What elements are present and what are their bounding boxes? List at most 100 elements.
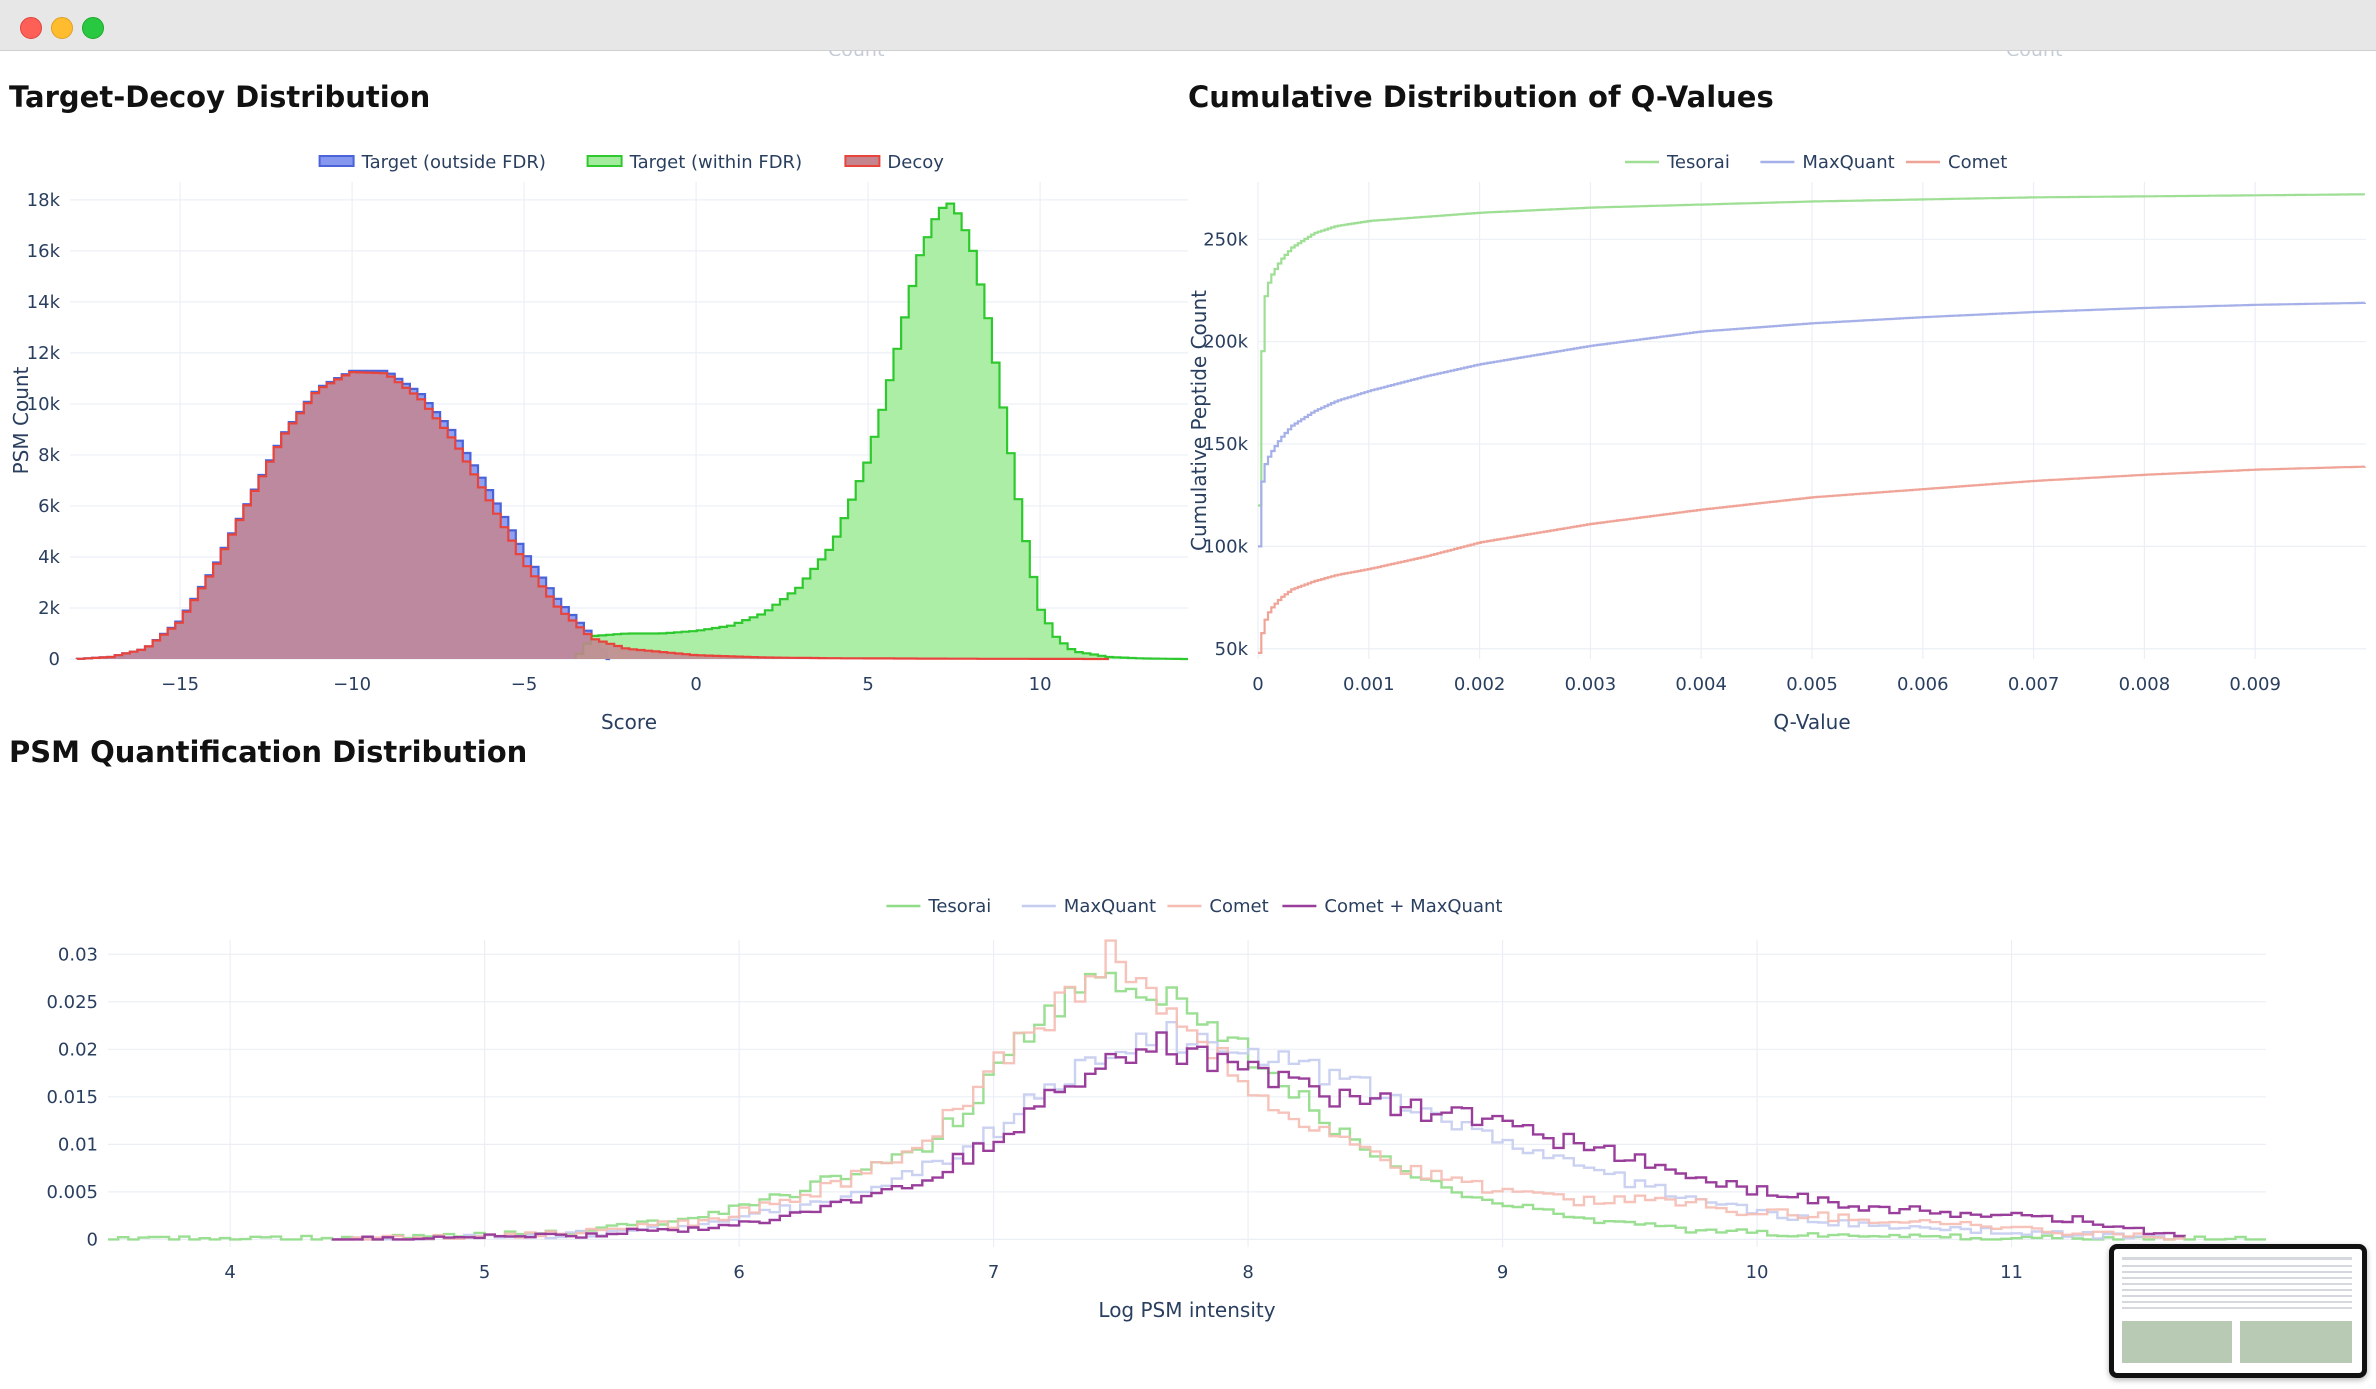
x-tick-label: 0 [690,674,701,695]
y-tick-label: 16k [27,241,61,262]
x-tick-label: 8 [1242,1262,1253,1283]
y-tick-label: 0.03 [58,944,98,965]
y-tick-label: 0.025 [46,992,98,1013]
chart-qvalues: 0 0.001 0.002 0.003 0.004 0.005 0.006 0.007 0.00… [1187,152,2366,734]
x-tick-label: 0.001 [1343,674,1395,695]
y-tick-label: 0.02 [58,1039,98,1060]
minimize-icon[interactable] [51,17,73,39]
legend-swatch [586,155,623,167]
qvalues-title: Cumulative Distribution of Q-Values [1188,80,1774,114]
series-line [108,971,2266,1241]
window-titlebar [0,0,2376,51]
x-tick-label: 5 [862,674,873,695]
y-tick-label: 250k [1203,229,1248,250]
x-tick-label: 0.005 [1786,674,1838,695]
series-line [1258,301,2366,548]
x-tick-label: 0.004 [1675,674,1727,695]
y-tick-label: 8k [38,445,60,466]
x-tick-label: 4 [224,1262,235,1283]
x-tick-label: 11 [2000,1262,2023,1283]
cut-off-axis-label: Count [2006,50,2062,56]
target-decoy-title: Target-Decoy Distribution [9,80,431,114]
legend-label: Tesorai [927,896,991,917]
y-axis-label: PSM Count [9,366,33,474]
screenshot-thumbnail[interactable] [2109,1244,2367,1378]
x-tick-label: 0.008 [2119,674,2171,695]
x-tick-label: 0 [1252,674,1263,695]
x-axis-label: Log PSM intensity [1098,1298,1275,1322]
legend-label: Target (within FDR) [629,152,803,173]
y-tick-label: 6k [38,496,60,517]
x-tick-label: 0.002 [1454,674,1506,695]
y-tick-label: 18k [27,190,61,211]
x-tick-label: 0.007 [2008,674,2060,695]
y-tick-label: 4k [38,547,60,568]
legend-item[interactable]: Target (within FDR) [586,152,803,173]
cut-off-axis-label: Count [828,50,884,56]
legend-item[interactable]: Comet [1167,896,1269,917]
legend-item[interactable]: Target (outside FDR) [318,152,546,173]
y-tick-label: 200k [1203,332,1248,353]
legend-item[interactable]: MaxQuant [1021,896,1156,917]
x-tick-label: −5 [511,674,538,695]
series-line [1258,465,2366,654]
legend-label: MaxQuant [1064,896,1156,917]
legend-item[interactable]: Decoy [844,152,944,173]
x-tick-label: −15 [161,674,199,695]
series-line [331,939,2186,1241]
histogram-series [75,371,1109,661]
close-icon[interactable] [20,17,42,39]
legend-label: Comet + MaxQuant [1324,896,1502,917]
legend-item[interactable]: Tesorai [1625,152,1730,173]
histogram-area [76,372,1109,659]
y-tick-label: 0 [87,1229,98,1250]
legend: Tesorai MaxQuant Comet [1625,152,2007,173]
histogram-area [575,203,1188,659]
x-axis-label: Score [601,710,657,734]
y-tick-label: 0 [49,649,60,670]
legend-swatch [844,155,881,167]
legend-label: Comet [1209,896,1268,917]
chart-target_decoy: −15 −10 −5 0 5 10 0 2k 4k 6k 8k 10k 12k 14k 16k 18k Scor… [9,152,1188,734]
x-tick-label: −10 [333,674,371,695]
legend-label: Decoy [887,152,944,173]
y-axis-label: Cumulative Peptide Count [1187,290,1211,551]
y-tick-label: 14k [27,292,61,313]
x-tick-label: 5 [479,1262,490,1283]
y-tick-label: 2k [38,598,60,619]
y-tick-label: 100k [1203,536,1248,557]
series-line [1258,193,2365,507]
maximize-icon[interactable] [82,17,104,39]
x-tick-label: 0.009 [2229,674,2281,695]
legend: Tesorai MaxQuant Comet Comet + MaxQuant [886,896,1502,917]
histogram-series [574,202,1188,661]
x-tick-label: 7 [988,1262,999,1283]
x-tick-label: 10 [1746,1262,1769,1283]
legend-label: Comet [1948,152,2007,173]
quant-title: PSM Quantification Distribution [9,735,528,769]
chart-quant: 4 5 6 7 8 9 10 11 0 0.005 0.01 0.015 0.02 0.025 0.03 Lo… [46,896,2266,1322]
legend-item[interactable]: MaxQuant [1760,152,1895,173]
x-tick-label: 0.006 [1897,674,1949,695]
legend-label: Tesorai [1666,152,1730,173]
x-tick-label: 0.003 [1565,674,1617,695]
y-tick-label: 0.005 [46,1182,98,1203]
legend: Target (outside FDR) Target (within FDR) D… [318,152,944,173]
y-tick-label: 0.01 [58,1134,98,1155]
y-tick-label: 10k [27,394,61,415]
y-tick-label: 0.015 [46,1087,98,1108]
y-tick-label: 12k [27,343,61,364]
y-tick-label: 150k [1203,434,1248,455]
series-line [331,1031,2186,1241]
x-tick-label: 9 [1497,1262,1508,1283]
legend-item[interactable]: Comet [1906,152,2007,173]
y-tick-label: 50k [1215,639,1249,660]
legend-label: MaxQuant [1802,152,1894,173]
legend-label: Target (outside FDR) [361,152,546,173]
x-tick-label: 10 [1029,674,1052,695]
legend-item[interactable]: Tesorai [886,896,991,917]
legend-item[interactable]: Comet + MaxQuant [1282,896,1502,917]
thumbnail-preview-icon [2122,1257,2352,1363]
x-axis-label: Q-Value [1773,710,1850,734]
